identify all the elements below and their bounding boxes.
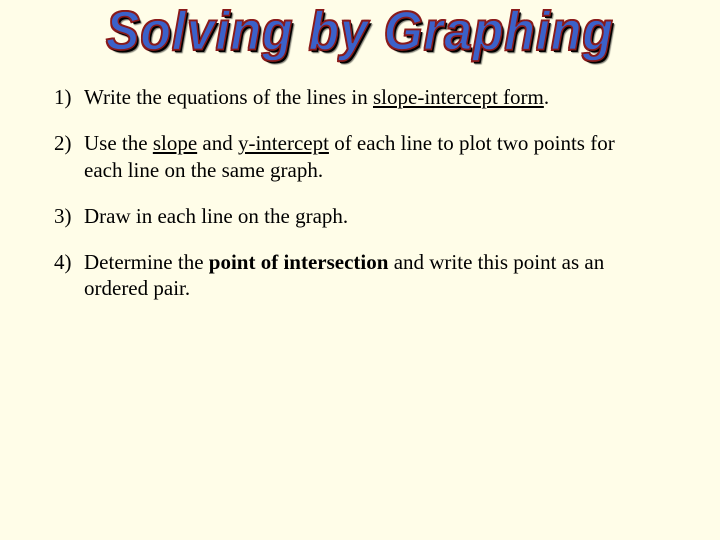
step-text: Draw in each line on the graph. [84, 203, 666, 229]
step-text: Write the equations of the lines in slop… [84, 84, 666, 110]
list-item: 1) Write the equations of the lines in s… [54, 84, 666, 110]
step-number: 4) [54, 249, 84, 302]
list-item: 3) Draw in each line on the graph. [54, 203, 666, 229]
slide: Solving by Graphing 1) Write the equatio… [0, 0, 720, 540]
step-text: Determine the point of intersection and … [84, 249, 666, 302]
step-number: 1) [54, 84, 84, 110]
step-text: Use the slope and y-intercept of each li… [84, 130, 666, 183]
list-item: 4) Determine the point of intersection a… [54, 249, 666, 302]
list-item: 2) Use the slope and y-intercept of each… [54, 130, 666, 183]
step-number: 3) [54, 203, 84, 229]
title-container: Solving by Graphing [0, 0, 720, 60]
step-number: 2) [54, 130, 84, 183]
slide-title: Solving by Graphing [106, 0, 614, 63]
steps-list: 1) Write the equations of the lines in s… [0, 60, 720, 302]
